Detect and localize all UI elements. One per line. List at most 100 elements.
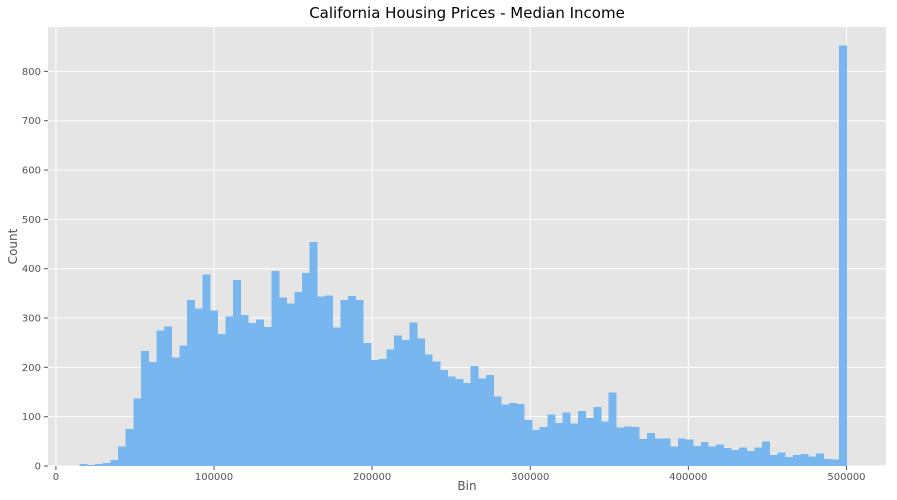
y-axis-ticks: 0 100 200 300 400 500 600 700 800 (22, 67, 48, 473)
histogram-bar (363, 343, 372, 466)
histogram-bar (225, 316, 234, 466)
histogram-bar (831, 459, 840, 466)
histogram-bar (731, 450, 740, 466)
histogram-bar (739, 447, 748, 466)
histogram-bar (455, 379, 464, 466)
y-tick-label: 100 (22, 412, 41, 423)
y-tick-label: 200 (22, 363, 41, 374)
x-axis-ticks: 0 100000 200000 300000 400000 500000 (53, 466, 866, 483)
histogram-bar (555, 423, 564, 466)
histogram-bar (263, 326, 272, 466)
histogram-bar (808, 456, 817, 466)
x-tick-label: 0 (53, 472, 59, 483)
histogram-bar (716, 444, 725, 466)
histogram-bar (110, 460, 119, 466)
histogram-bar (838, 45, 847, 466)
histogram-bar (486, 375, 495, 466)
histogram-bar (501, 404, 510, 466)
histogram-bar (279, 297, 287, 466)
histogram-bar (746, 451, 755, 466)
histogram-bar (163, 326, 172, 466)
histogram-bar (524, 420, 533, 466)
histogram-bar (532, 429, 541, 466)
histogram-bar (87, 465, 96, 466)
y-tick-label: 400 (22, 264, 41, 275)
histogram-bar (693, 445, 702, 466)
x-tick-label: 400000 (669, 472, 707, 483)
histogram-bar (302, 273, 310, 466)
histogram-bar (662, 438, 671, 466)
histogram-bar (217, 333, 226, 466)
histogram-bar (156, 330, 165, 466)
histogram-bar (309, 242, 318, 466)
histogram-bar (509, 402, 518, 466)
y-tick-label: 600 (22, 166, 41, 177)
histogram-bar (186, 299, 195, 466)
histogram-bar (94, 464, 103, 466)
histogram-bar (624, 426, 633, 466)
histogram-bar (232, 280, 241, 466)
histogram-bar (255, 319, 264, 466)
histogram-bar (133, 398, 142, 466)
histogram-bar (478, 378, 487, 466)
y-tick-label: 800 (22, 67, 41, 78)
histogram-bar (340, 299, 349, 466)
chart-title: California Housing Prices - Median Incom… (309, 4, 625, 22)
histogram-bar (332, 327, 341, 466)
histogram-bar (317, 296, 326, 466)
histogram-bar (631, 427, 640, 466)
histogram-bar (440, 369, 449, 466)
histogram-bar (539, 427, 548, 466)
histogram-bar (248, 322, 257, 466)
histogram-bar (670, 446, 679, 466)
x-tick-label: 300000 (511, 472, 549, 483)
histogram-bar (209, 310, 218, 466)
histogram-bar (578, 410, 587, 466)
histogram-bar (800, 454, 809, 466)
histogram-bar (171, 357, 180, 466)
histogram-bar (102, 463, 111, 466)
histogram-bar (585, 418, 594, 466)
histogram-bar (601, 421, 610, 466)
histogram-bar (815, 453, 824, 466)
y-axis-label: Count (6, 228, 20, 264)
histogram-bar (654, 438, 663, 466)
histogram-bar (570, 423, 579, 466)
histogram-bar (386, 349, 395, 466)
histogram-bar (394, 335, 402, 466)
histogram-bar (378, 358, 387, 466)
histogram-bar (639, 438, 648, 466)
histogram-bar (348, 295, 356, 466)
histogram-bar (769, 455, 778, 466)
histogram-bar (401, 340, 410, 466)
histogram-bar (409, 322, 418, 466)
histogram-bar (294, 291, 303, 466)
histogram-bar (79, 464, 88, 466)
histogram-bar (179, 345, 188, 466)
histogram-bar (677, 438, 686, 466)
histogram-bar (792, 455, 801, 466)
histogram-bar (371, 359, 379, 466)
y-tick-label: 0 (35, 462, 41, 473)
histogram-bar (516, 403, 525, 466)
histogram-bar (785, 457, 794, 466)
histogram-bar (547, 414, 556, 466)
x-axis-label: Bin (457, 479, 476, 493)
histogram-bar (493, 396, 502, 466)
histogram-bar (117, 446, 126, 466)
histogram-bar (432, 361, 441, 466)
histogram-bar (271, 271, 280, 466)
histogram-bar (463, 383, 472, 466)
y-tick-label: 700 (22, 116, 41, 127)
histogram-bar (417, 338, 426, 466)
x-tick-label: 500000 (827, 472, 865, 483)
histogram-bar (194, 308, 203, 466)
x-tick-label: 200000 (353, 472, 391, 483)
histogram-bar (777, 452, 786, 466)
histogram-bar (447, 376, 456, 466)
histogram-bar (424, 354, 433, 466)
histogram-bar (647, 432, 656, 466)
histogram-bar (470, 365, 479, 466)
